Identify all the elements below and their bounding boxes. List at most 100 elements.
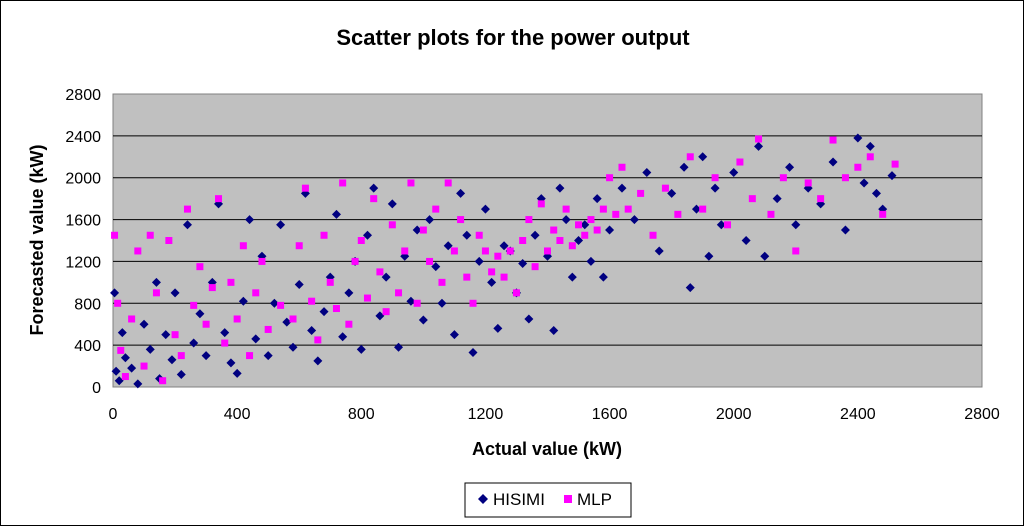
data-point-hisimi [574, 236, 584, 245]
data-point-hisimi [524, 314, 534, 324]
y-tick-label: 1200 [65, 254, 101, 271]
data-point-hisimi [170, 288, 180, 298]
data-point-hisimi [840, 225, 850, 235]
data-point-mlp [376, 268, 384, 276]
data-point-mlp [395, 289, 403, 297]
data-point-mlp [426, 257, 434, 265]
x-tick-label: 1600 [592, 406, 628, 423]
data-point-hisimi [425, 215, 435, 225]
data-point-mlp [488, 268, 496, 276]
data-point-hisimi [375, 311, 385, 321]
data-point-mlp [432, 205, 440, 213]
data-point-mlp [363, 294, 371, 302]
data-point-mlp [438, 278, 446, 286]
data-point-hisimi [791, 220, 801, 230]
data-point-hisimi [561, 215, 571, 225]
legend-box [464, 482, 632, 518]
data-point-mlp [481, 247, 489, 255]
data-point-mlp [879, 210, 887, 218]
data-point-mlp [246, 352, 254, 360]
data-point-mlp [413, 299, 421, 307]
data-point-hisimi [195, 309, 205, 319]
legend-marker-hisimi [478, 494, 488, 504]
data-point-hisimi [269, 298, 279, 308]
data-point-hisimi [871, 188, 881, 198]
data-point-mlp [599, 205, 607, 213]
data-point-hisimi [111, 366, 121, 376]
data-point-mlp [829, 136, 837, 144]
legend-label-hisimi: HISIMI [493, 490, 545, 509]
data-point-mlp [606, 174, 614, 182]
data-point-mlp [401, 247, 409, 255]
data-point-mlp [531, 263, 539, 271]
data-point-mlp [817, 195, 825, 203]
y-tick-label: 1600 [65, 213, 101, 230]
data-point-hisimi [772, 194, 782, 204]
data-point-hisimi [394, 342, 404, 352]
x-tick-label: 0 [109, 406, 118, 423]
data-point-mlp [419, 226, 427, 234]
data-point-hisimi [462, 230, 472, 240]
data-point-mlp [196, 263, 204, 271]
data-point-mlp [537, 200, 545, 208]
data-point-mlp [779, 174, 787, 182]
data-point-mlp [388, 221, 396, 229]
data-point-mlp [699, 205, 707, 213]
gridlines [113, 135, 982, 346]
data-point-hisimi [443, 241, 453, 251]
data-point-hisimi [282, 317, 292, 327]
data-point-mlp [351, 257, 359, 265]
data-point-hisimi [828, 157, 838, 167]
data-point-hisimi [617, 183, 627, 193]
data-point-hisimi [331, 209, 341, 219]
data-point-hisimi [313, 356, 323, 366]
data-point-mlp [568, 242, 576, 250]
data-point-mlp [494, 252, 502, 260]
data-point-hisimi [865, 141, 875, 151]
data-point-mlp [382, 308, 390, 316]
data-point-hisimi [110, 288, 120, 298]
data-point-hisimi [859, 178, 869, 188]
data-point-hisimi [145, 344, 155, 354]
data-point-mlp [618, 163, 626, 171]
data-point-mlp [121, 373, 129, 381]
data-point-mlp [587, 216, 595, 224]
data-point-mlp [463, 273, 471, 281]
data-point-mlp [891, 160, 899, 168]
y-tick-label: 800 [74, 296, 101, 313]
data-point-mlp [711, 174, 719, 182]
data-point-hisimi [437, 298, 447, 308]
data-point-mlp [661, 184, 669, 192]
data-point-mlp [649, 231, 657, 239]
points-layer [110, 133, 899, 389]
data-point-hisimi [586, 256, 596, 266]
data-point-mlp [159, 377, 167, 385]
data-point-mlp [407, 179, 415, 187]
data-point-mlp [581, 231, 589, 239]
data-point-mlp [177, 352, 185, 360]
data-point-hisimi [710, 183, 720, 193]
data-point-mlp [202, 320, 210, 328]
data-point-hisimi [667, 188, 677, 198]
data-point-hisimi [288, 342, 298, 352]
data-point-hisimi [518, 259, 528, 269]
data-point-mlp [357, 237, 365, 244]
data-point-hisimi [555, 183, 565, 193]
data-point-mlp [128, 315, 136, 323]
x-axis-label: Actual value (kW) [472, 439, 622, 459]
data-point-mlp [550, 226, 558, 234]
data-point-hisimi [785, 162, 795, 172]
data-point-hisimi [294, 279, 304, 289]
data-point-mlp [556, 237, 564, 244]
data-point-hisimi [117, 328, 127, 338]
data-point-mlp [264, 325, 272, 333]
data-point-hisimi [238, 296, 248, 306]
data-point-mlp [258, 257, 266, 265]
data-point-mlp [767, 210, 775, 218]
data-point-hisimi [245, 215, 255, 225]
data-point-mlp [686, 153, 694, 161]
data-point-hisimi [853, 133, 863, 143]
data-point-hisimi [487, 277, 497, 287]
